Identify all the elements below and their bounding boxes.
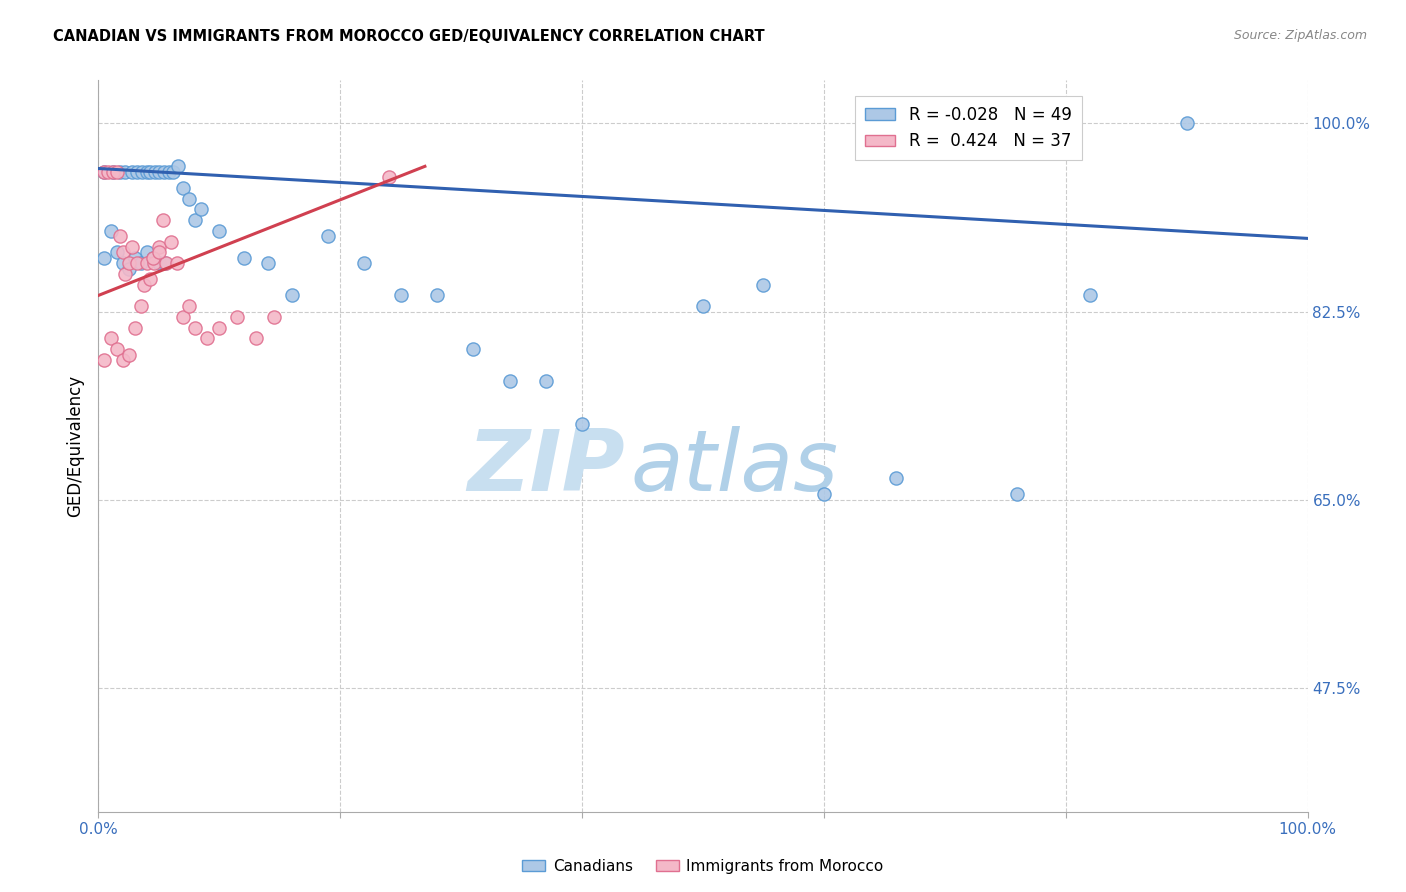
Point — [752, 277, 775, 292]
Point — [148, 256, 170, 270]
Point — [226, 310, 249, 324]
Point — [1078, 288, 1101, 302]
Point — [100, 331, 122, 345]
Point — [498, 375, 520, 389]
Point — [179, 192, 201, 206]
Point — [377, 170, 399, 185]
Point — [142, 251, 165, 265]
Point — [152, 213, 174, 227]
Point — [162, 164, 184, 178]
Point — [256, 256, 278, 270]
Point — [389, 288, 412, 302]
Point — [139, 164, 162, 178]
Point — [245, 331, 267, 345]
Point — [190, 202, 212, 217]
Point — [166, 256, 188, 270]
Point — [232, 251, 254, 265]
Point — [195, 331, 218, 345]
Point — [121, 164, 143, 178]
Text: Source: ZipAtlas.com: Source: ZipAtlas.com — [1233, 29, 1367, 43]
Point — [129, 256, 152, 270]
Legend: R = -0.028   N = 49, R =  0.424   N = 37: R = -0.028 N = 49, R = 0.424 N = 37 — [855, 96, 1081, 161]
Y-axis label: GED/Equivalency: GED/Equivalency — [66, 375, 84, 517]
Point — [208, 224, 231, 238]
Point — [142, 251, 165, 265]
Text: CANADIAN VS IMMIGRANTS FROM MOROCCO GED/EQUIVALENCY CORRELATION CHART: CANADIAN VS IMMIGRANTS FROM MOROCCO GED/… — [53, 29, 765, 45]
Point — [129, 299, 152, 313]
Point — [93, 251, 115, 265]
Point — [886, 471, 908, 485]
Point — [160, 235, 183, 249]
Point — [127, 164, 149, 178]
Point — [135, 256, 157, 270]
Point — [97, 164, 120, 178]
Point — [105, 245, 128, 260]
Legend: Canadians, Immigrants from Morocco: Canadians, Immigrants from Morocco — [516, 853, 890, 880]
Point — [148, 164, 170, 178]
Point — [101, 164, 124, 178]
Point — [692, 299, 714, 313]
Point — [463, 342, 485, 356]
Point — [105, 164, 128, 178]
Point — [157, 164, 180, 178]
Point — [111, 353, 134, 368]
Point — [139, 272, 162, 286]
Point — [152, 164, 174, 178]
Point — [281, 288, 304, 302]
Point — [127, 256, 149, 270]
Point — [114, 267, 136, 281]
Point — [1175, 116, 1198, 130]
Point — [135, 245, 157, 260]
Point — [118, 256, 141, 270]
Point — [108, 164, 131, 178]
Point — [135, 164, 157, 178]
Point — [93, 164, 115, 178]
Point — [167, 159, 190, 173]
Point — [121, 240, 143, 254]
Point — [118, 347, 141, 362]
Point — [534, 375, 557, 389]
Point — [118, 261, 141, 276]
Point — [148, 240, 170, 254]
Point — [134, 277, 156, 292]
Text: atlas: atlas — [630, 426, 838, 509]
Point — [571, 417, 593, 432]
Point — [105, 342, 128, 356]
Point — [184, 213, 207, 227]
Point — [172, 181, 194, 195]
Point — [124, 251, 146, 265]
Point — [179, 299, 201, 313]
Point — [208, 320, 231, 334]
Point — [143, 164, 166, 178]
Point — [155, 256, 177, 270]
Point — [111, 245, 134, 260]
Point — [100, 224, 122, 238]
Point — [131, 164, 153, 178]
Point — [143, 256, 166, 270]
Point — [813, 487, 835, 501]
Point — [172, 310, 194, 324]
Point — [426, 288, 449, 302]
Point — [93, 164, 115, 178]
Point — [153, 256, 176, 270]
Point — [93, 353, 115, 368]
Point — [114, 164, 136, 178]
Text: ZIP: ZIP — [467, 426, 624, 509]
Point — [148, 245, 170, 260]
Point — [1007, 487, 1029, 501]
Point — [263, 310, 285, 324]
Point — [353, 256, 375, 270]
Point — [316, 229, 339, 244]
Point — [124, 320, 146, 334]
Point — [101, 164, 124, 178]
Point — [184, 320, 207, 334]
Point — [108, 229, 131, 244]
Point — [111, 256, 134, 270]
